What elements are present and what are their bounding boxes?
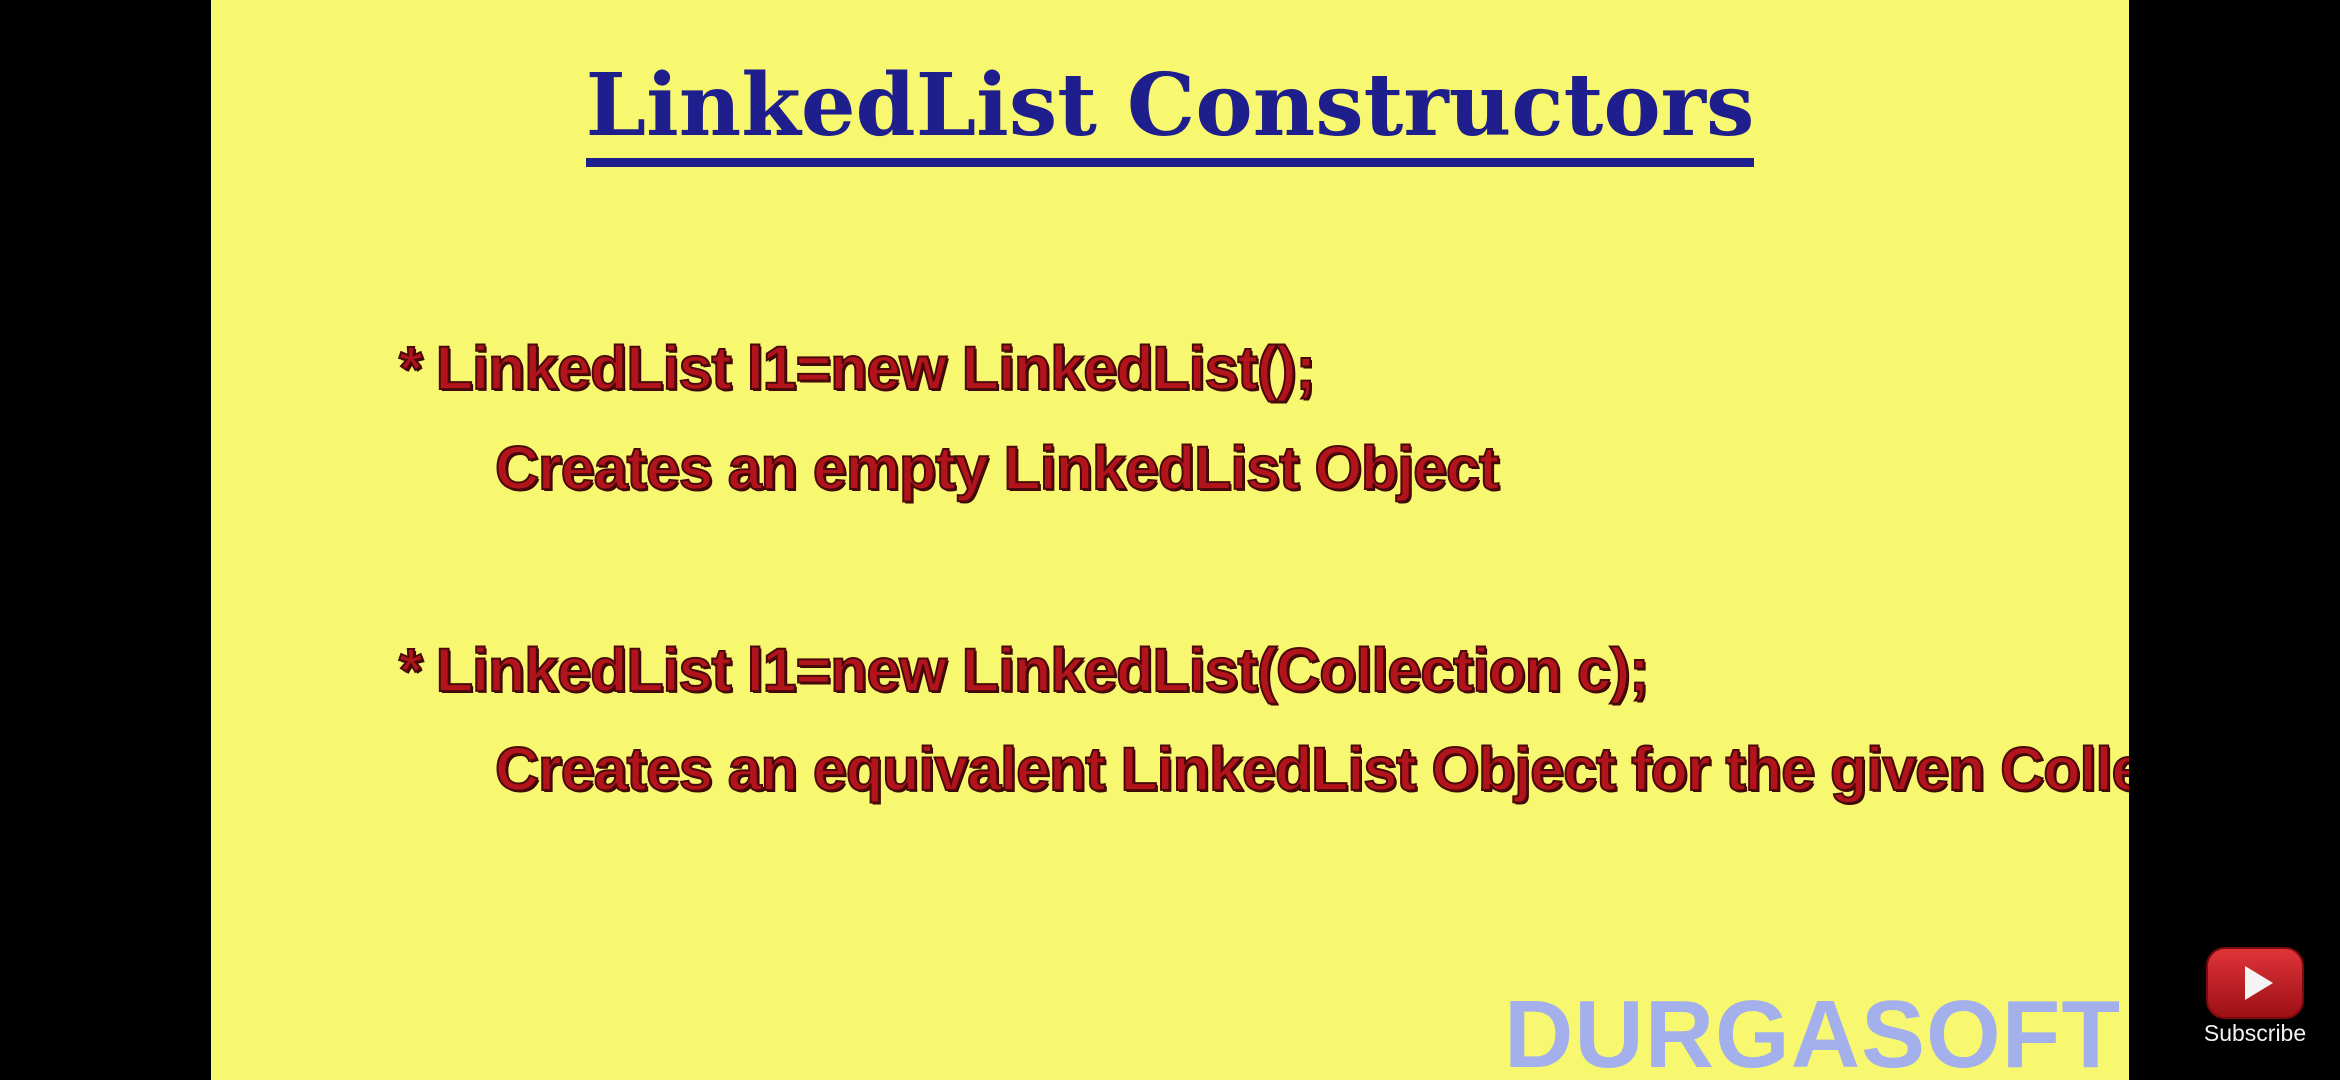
bullet-marker: * [398,635,424,705]
subscribe-label: Subscribe [2203,1020,2307,1046]
bullet-marker: * [398,333,424,403]
durgasoft-watermark: DURGASOFT [1504,981,2121,1080]
subscribe-button[interactable]: Subscribe [2200,944,2310,1054]
constructor-item-2: * LinkedList l1=new LinkedList(Collection… [398,634,1651,706]
constructor-item-1: * LinkedList l1=new LinkedList(); [398,332,1317,404]
slide-title-text: LinkedList Constructors [585,56,1755,167]
youtube-play-icon [2206,947,2304,1019]
slide-title: LinkedList Constructors [211,56,2129,167]
slide: LinkedList Constructors * LinkedList l1=n… [211,0,2129,1080]
constructor-code-2: LinkedList l1=new LinkedList(Collection … [435,635,1651,705]
constructor-description-1: Creates an empty LinkedList Object [494,433,1500,503]
constructor-code-1: LinkedList l1=new LinkedList(); [435,333,1317,403]
constructor-description-2: Creates an equivalent LinkedList Object … [494,734,2129,804]
